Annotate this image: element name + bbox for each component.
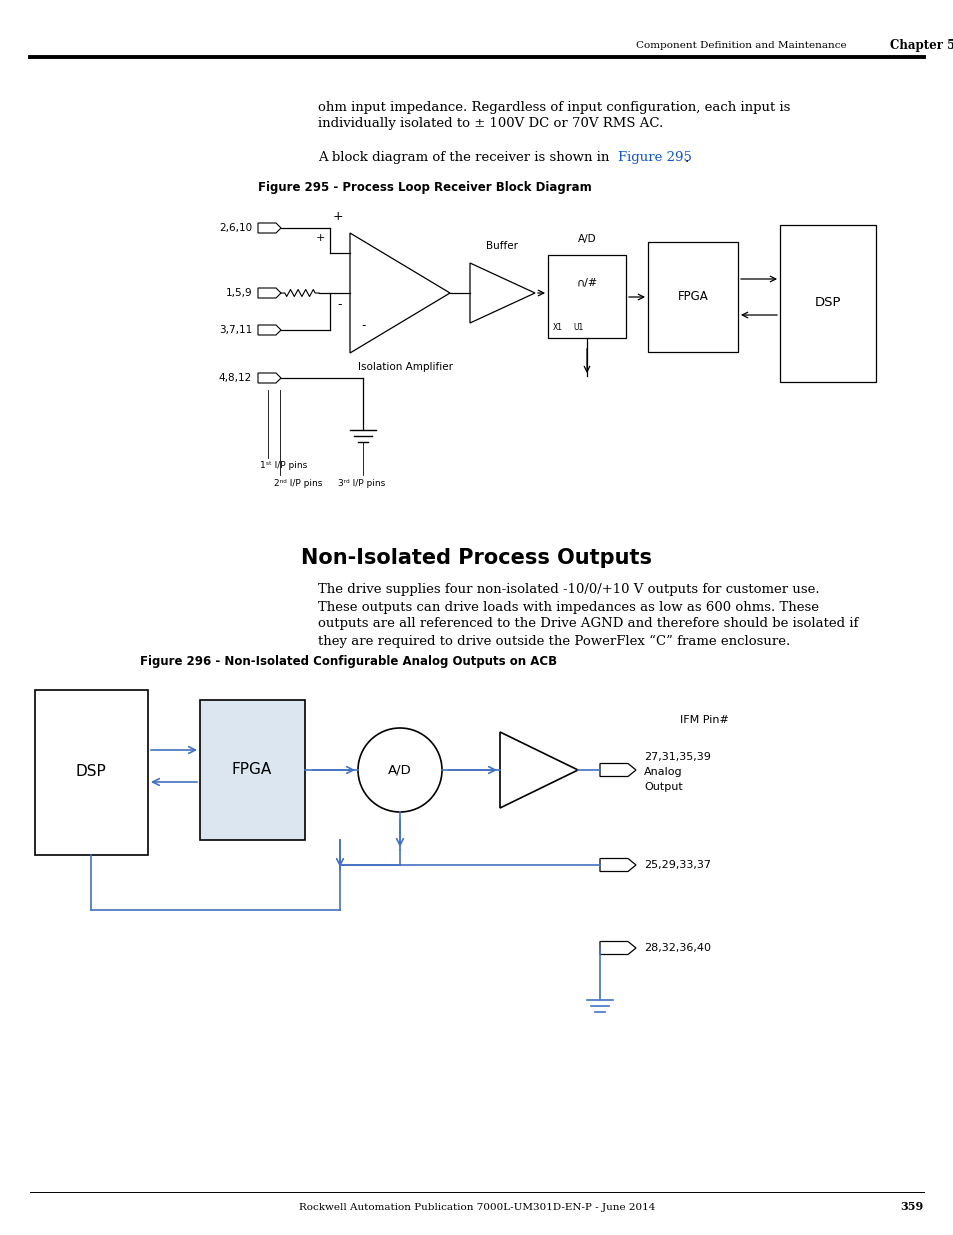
Text: Output: Output bbox=[643, 782, 682, 792]
Text: 28,32,36,40: 28,32,36,40 bbox=[643, 944, 710, 953]
Text: 2,6,10: 2,6,10 bbox=[218, 224, 252, 233]
Text: A/D: A/D bbox=[388, 763, 412, 777]
Text: -: - bbox=[337, 299, 342, 311]
Text: A/D: A/D bbox=[578, 233, 596, 245]
Text: 359: 359 bbox=[900, 1202, 923, 1213]
Text: Figure 295: Figure 295 bbox=[618, 152, 691, 164]
Bar bbox=[780, 225, 875, 382]
Polygon shape bbox=[599, 763, 636, 777]
Polygon shape bbox=[257, 288, 281, 298]
Polygon shape bbox=[350, 233, 450, 353]
Bar bbox=[547, 254, 625, 338]
Text: Figure 295 - Process Loop Receiver Block Diagram: Figure 295 - Process Loop Receiver Block… bbox=[257, 180, 591, 194]
Text: Isolation Amplifier: Isolation Amplifier bbox=[357, 362, 453, 372]
Text: 3,7,11: 3,7,11 bbox=[218, 325, 252, 335]
Text: outputs are all referenced to the Drive AGND and therefore should be isolated if: outputs are all referenced to the Drive … bbox=[317, 618, 858, 631]
Text: 27,31,35,39: 27,31,35,39 bbox=[643, 752, 710, 762]
Polygon shape bbox=[257, 373, 281, 383]
Polygon shape bbox=[257, 224, 281, 233]
Polygon shape bbox=[470, 263, 535, 324]
Text: U1: U1 bbox=[573, 324, 582, 332]
Text: they are required to drive outside the PowerFlex “C” frame enclosure.: they are required to drive outside the P… bbox=[317, 635, 789, 647]
Text: X1: X1 bbox=[553, 324, 562, 332]
Text: 1,5,9: 1,5,9 bbox=[225, 288, 252, 298]
Bar bbox=[35, 690, 148, 855]
Text: IFM Pin#: IFM Pin# bbox=[679, 715, 728, 725]
Bar bbox=[647, 242, 738, 352]
Text: DSP: DSP bbox=[814, 296, 841, 310]
Text: 4,8,12: 4,8,12 bbox=[218, 373, 252, 383]
Text: Rockwell Automation Publication 7000L-UM301D-EN-P - June 2014: Rockwell Automation Publication 7000L-UM… bbox=[298, 1203, 655, 1212]
Text: +: + bbox=[333, 210, 343, 222]
Text: Chapter 5: Chapter 5 bbox=[889, 40, 953, 53]
Text: DSP: DSP bbox=[75, 764, 107, 779]
Text: FPGA: FPGA bbox=[232, 762, 272, 778]
Text: FPGA: FPGA bbox=[677, 290, 708, 304]
Polygon shape bbox=[599, 941, 636, 955]
Text: A block diagram of the receiver is shown in: A block diagram of the receiver is shown… bbox=[317, 152, 613, 164]
Text: Figure 296 - Non-Isolated Configurable Analog Outputs on ACB: Figure 296 - Non-Isolated Configurable A… bbox=[140, 656, 557, 668]
Text: Component Definition and Maintenance: Component Definition and Maintenance bbox=[636, 42, 845, 51]
Text: 25,29,33,37: 25,29,33,37 bbox=[643, 860, 710, 869]
Bar bbox=[200, 700, 305, 840]
Text: ∩/#: ∩/# bbox=[576, 278, 597, 288]
Polygon shape bbox=[599, 858, 636, 872]
Polygon shape bbox=[499, 732, 578, 808]
Text: .: . bbox=[684, 152, 688, 164]
Text: 1ˢᵗ I/P pins: 1ˢᵗ I/P pins bbox=[260, 462, 307, 471]
Text: 2ⁿᵈ I/P pins: 2ⁿᵈ I/P pins bbox=[274, 478, 322, 488]
Text: The drive supplies four non-isolated -10/0/+10 V outputs for customer use.: The drive supplies four non-isolated -10… bbox=[317, 583, 819, 597]
Text: Analog: Analog bbox=[643, 767, 682, 777]
Polygon shape bbox=[257, 325, 281, 335]
Text: Buffer: Buffer bbox=[485, 241, 517, 251]
Text: These outputs can drive loads with impedances as low as 600 ohms. These: These outputs can drive loads with imped… bbox=[317, 600, 818, 614]
Text: Non-Isolated Process Outputs: Non-Isolated Process Outputs bbox=[301, 548, 652, 568]
Text: +: + bbox=[315, 233, 324, 243]
Text: ohm input impedance. Regardless of input configuration, each input is: ohm input impedance. Regardless of input… bbox=[317, 100, 789, 114]
Text: 3ʳᵈ I/P pins: 3ʳᵈ I/P pins bbox=[337, 478, 385, 488]
Text: individually isolated to ± 100V DC or 70V RMS AC.: individually isolated to ± 100V DC or 70… bbox=[317, 117, 662, 131]
Text: -: - bbox=[361, 320, 366, 332]
